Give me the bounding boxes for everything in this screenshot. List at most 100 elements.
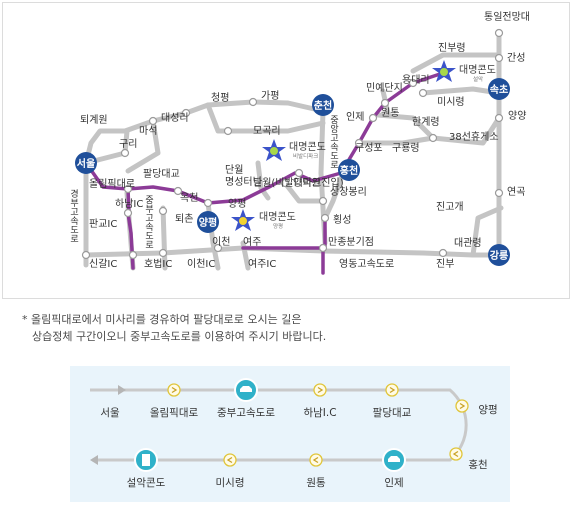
junction-dot [213, 243, 223, 253]
junction-dot [280, 178, 290, 188]
junction-dot [494, 53, 504, 63]
place-label: 원통 [381, 107, 399, 119]
svg-text:속초: 속초 [490, 83, 508, 96]
start-arrow-icon [118, 385, 126, 395]
star-icon [231, 209, 255, 231]
route-steps-panel: 서울 올림픽대로 중부고속도로 하남I.C 팔당대교 양평 홍천 인제 원통 미시령 설악콘도 [70, 366, 510, 502]
road-misiryeong-gray [420, 86, 502, 96]
star-icon [262, 139, 286, 161]
junction-dot [158, 248, 168, 258]
route-step-label: 미시령 [216, 477, 245, 489]
junction-dots [81, 28, 504, 260]
place-label: 호법IC [144, 258, 172, 270]
badge-yangpyeong: 양평 [197, 211, 219, 233]
step-arrow-icon [449, 447, 463, 461]
junction-dot [173, 186, 183, 196]
place-label: 신갈IC [89, 257, 117, 270]
place-label: 팔당대교 [143, 168, 180, 180]
notice-line-1: * 올림픽대로에서 미사리를 경유하여 팔당대로로 오시는 길은 [22, 313, 302, 326]
road-gurong [360, 135, 436, 146]
place-label: 모곡리 [253, 125, 281, 137]
road-hangyeryeong [375, 112, 436, 141]
junction-dot [494, 28, 504, 38]
place-label: 미시령 [437, 96, 465, 108]
place-label: 대성리 [161, 112, 189, 124]
chevron-icon [317, 386, 324, 394]
junction-dot [223, 126, 233, 136]
car-glyph [388, 456, 400, 462]
junction-dot [494, 113, 504, 123]
junction-dot [128, 250, 138, 260]
junction-dot [408, 78, 418, 88]
place-label: 하남IC [115, 197, 143, 210]
junction-dot [181, 108, 191, 118]
junction-dot [354, 138, 364, 148]
car-glyph [240, 386, 252, 392]
badge-sokcho: 속초 [488, 78, 510, 100]
badge-chuncheon: 춘천 [312, 94, 334, 116]
road-danwol [255, 160, 271, 201]
place-label: 민예단지 [366, 82, 403, 94]
route-step-label: 인제 [384, 477, 403, 489]
road-label-jungang: 중앙고속도로 [328, 115, 338, 169]
place-label: 마석 [139, 125, 157, 137]
place-label: 진고개 [436, 201, 464, 213]
place-label: 한계령 [412, 116, 440, 128]
place-label: 가평 [261, 90, 279, 102]
chevron-icon [171, 386, 178, 394]
chevron-icon [312, 456, 319, 464]
place-label: 38선휴게소 [449, 131, 499, 143]
svg-text:비발디파크: 비발디파크 [293, 152, 318, 160]
place-label: 인제 [346, 111, 364, 123]
route-step-label: 설악콘도 [127, 477, 166, 489]
place-label: 청평 [211, 92, 229, 104]
road-label-gyeongbu: 경부고속도로 [68, 188, 78, 243]
road-cheongpyeong [205, 102, 231, 134]
place-label: 만종분기점 [328, 236, 374, 248]
notice-line-2: 상습정체 구간이오니 중부고속도로를 이용하여 주시기 바랍니다. [32, 330, 327, 343]
road-chungbu-link [160, 205, 168, 271]
chevron-icon [459, 402, 466, 410]
place-label: 이천IC [187, 258, 215, 270]
place-label: 단월 [225, 164, 243, 176]
badge-hongcheon: 홍천 [338, 159, 360, 181]
road-yangyang [430, 115, 502, 146]
star-icon [432, 60, 456, 82]
junction-dot [81, 250, 91, 260]
junction-dot [318, 243, 328, 253]
svg-text:대명콘도: 대명콘도 [289, 141, 326, 153]
chevron-icon [226, 456, 233, 464]
place-label: 횡성 [333, 214, 351, 226]
place-label: 양양 [508, 110, 526, 122]
route-step-label: 올림픽대로 [150, 407, 199, 419]
road-mokgol [225, 120, 326, 134]
road-mokdong [125, 118, 161, 174]
junction-dot [294, 168, 304, 178]
place-label: 간성 [507, 52, 525, 64]
junction-dot [428, 133, 438, 143]
junction-dot [203, 198, 213, 208]
step-arrow-icon [455, 399, 469, 413]
resort-daemyung-vivaldi: 대명콘도 비발디파크 [262, 139, 326, 161]
svg-text:설악: 설악 [473, 75, 483, 83]
route-step-label: 팔당대교 [373, 407, 412, 419]
place-label: 명성터널 [225, 176, 262, 188]
chevron-icon [389, 386, 396, 394]
svg-text:서울: 서울 [77, 157, 95, 170]
road-hongcheon-hoengseong [322, 170, 346, 221]
road-sangchang [282, 180, 326, 204]
place-label: 구성포 [355, 142, 383, 154]
svg-text:대명콘도: 대명콘도 [259, 211, 296, 223]
junction-dot [380, 98, 390, 108]
road-jinbu [470, 205, 504, 258]
route-map: 서울 춘천 홍천 속초 양평 강릉 대명콘도 설악 [2, 2, 570, 299]
place-label: 양평 [228, 198, 246, 210]
junction-dot [148, 116, 158, 126]
road-map-svg: 서울 춘천 홍천 속초 양평 강릉 대명콘도 설악 [68, 11, 530, 275]
svg-text:양평: 양평 [273, 222, 283, 230]
junction-dot [158, 206, 168, 216]
road-label-jungbu: 중부고속도로 [143, 195, 153, 249]
place-label: 이천 [212, 236, 230, 248]
junction-dot [123, 184, 133, 194]
